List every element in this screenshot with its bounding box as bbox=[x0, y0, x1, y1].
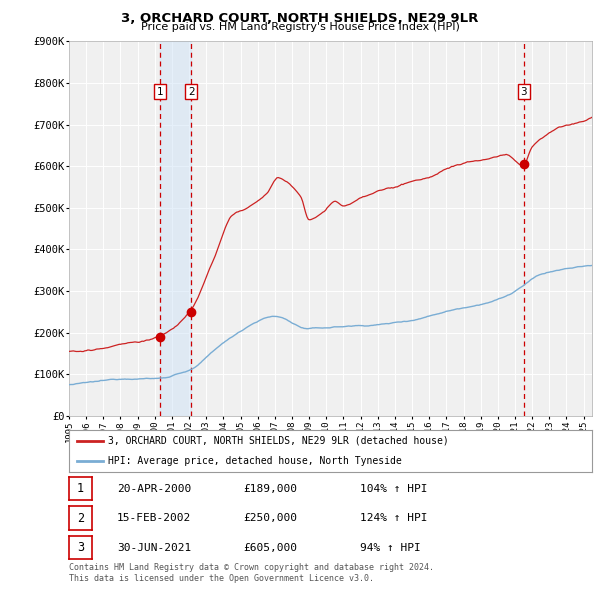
Text: Price paid vs. HM Land Registry's House Price Index (HPI): Price paid vs. HM Land Registry's House … bbox=[140, 22, 460, 32]
Text: 3: 3 bbox=[77, 541, 84, 554]
Text: 124% ↑ HPI: 124% ↑ HPI bbox=[360, 513, 427, 523]
Text: 94% ↑ HPI: 94% ↑ HPI bbox=[360, 543, 421, 552]
Bar bbox=[160, 41, 191, 416]
Text: 30-JUN-2021: 30-JUN-2021 bbox=[117, 543, 191, 552]
Text: 1: 1 bbox=[157, 87, 163, 97]
Text: 1: 1 bbox=[77, 482, 84, 495]
Text: 104% ↑ HPI: 104% ↑ HPI bbox=[360, 484, 427, 493]
Text: 15-FEB-2002: 15-FEB-2002 bbox=[117, 513, 191, 523]
Text: 3: 3 bbox=[520, 87, 527, 97]
Text: HPI: Average price, detached house, North Tyneside: HPI: Average price, detached house, Nort… bbox=[108, 455, 402, 466]
Text: £605,000: £605,000 bbox=[243, 543, 297, 552]
Text: This data is licensed under the Open Government Licence v3.0.: This data is licensed under the Open Gov… bbox=[69, 574, 374, 583]
Text: 20-APR-2000: 20-APR-2000 bbox=[117, 484, 191, 493]
Text: £250,000: £250,000 bbox=[243, 513, 297, 523]
Text: 3, ORCHARD COURT, NORTH SHIELDS, NE29 9LR: 3, ORCHARD COURT, NORTH SHIELDS, NE29 9L… bbox=[121, 12, 479, 25]
Text: 2: 2 bbox=[188, 87, 194, 97]
Text: Contains HM Land Registry data © Crown copyright and database right 2024.: Contains HM Land Registry data © Crown c… bbox=[69, 563, 434, 572]
Text: 3, ORCHARD COURT, NORTH SHIELDS, NE29 9LR (detached house): 3, ORCHARD COURT, NORTH SHIELDS, NE29 9L… bbox=[108, 436, 449, 446]
Text: 2: 2 bbox=[77, 512, 84, 525]
Text: £189,000: £189,000 bbox=[243, 484, 297, 493]
